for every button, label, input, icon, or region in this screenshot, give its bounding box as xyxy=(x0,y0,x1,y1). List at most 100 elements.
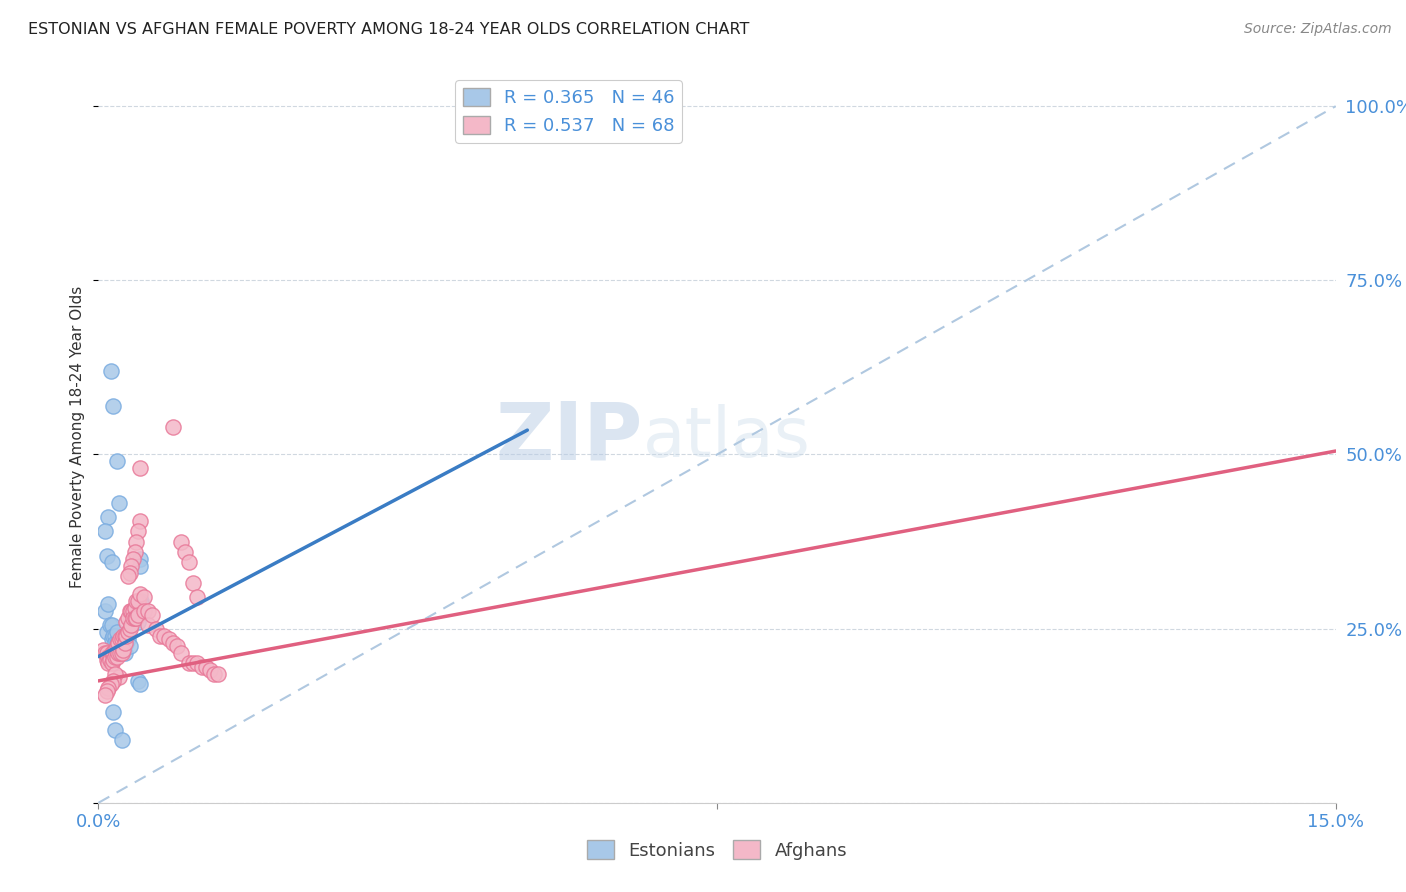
Point xyxy=(114,646,136,660)
Point xyxy=(136,618,159,632)
Point xyxy=(94,524,117,538)
Text: atlas: atlas xyxy=(643,403,811,471)
Point xyxy=(112,639,135,653)
Point xyxy=(207,667,229,681)
Point xyxy=(114,635,136,649)
Point xyxy=(94,646,117,660)
Point xyxy=(157,632,180,646)
Point xyxy=(124,611,146,625)
Point xyxy=(98,649,121,664)
Point xyxy=(181,657,204,671)
Point xyxy=(104,723,127,737)
Point xyxy=(128,514,150,528)
Text: Source: ZipAtlas.com: Source: ZipAtlas.com xyxy=(1244,22,1392,37)
Point xyxy=(103,629,125,643)
Point xyxy=(125,594,148,608)
Point xyxy=(166,639,188,653)
Point xyxy=(186,657,208,671)
Point xyxy=(104,629,127,643)
Point xyxy=(149,629,172,643)
Point xyxy=(103,705,125,719)
Point xyxy=(125,611,148,625)
Point xyxy=(100,677,122,691)
Point xyxy=(107,635,129,649)
Point xyxy=(179,657,201,671)
Point xyxy=(124,545,146,559)
Point xyxy=(114,629,136,643)
Point xyxy=(120,615,142,629)
Point xyxy=(110,646,132,660)
Point xyxy=(162,635,184,649)
Point xyxy=(117,625,139,640)
Point xyxy=(97,649,120,664)
Point xyxy=(136,604,159,618)
Point xyxy=(115,615,138,629)
Point xyxy=(117,569,139,583)
Point xyxy=(127,607,149,622)
Point xyxy=(118,604,141,618)
Point xyxy=(114,629,136,643)
Point xyxy=(132,604,155,618)
Point xyxy=(112,642,135,657)
Point xyxy=(107,646,129,660)
Point xyxy=(170,646,193,660)
Point xyxy=(96,549,118,563)
Y-axis label: Female Poverty Among 18-24 Year Olds: Female Poverty Among 18-24 Year Olds xyxy=(70,286,86,588)
Point xyxy=(131,594,153,608)
Point xyxy=(128,461,150,475)
Point xyxy=(105,649,128,664)
Point xyxy=(110,639,132,653)
Point xyxy=(100,618,122,632)
Point xyxy=(94,604,117,618)
Point xyxy=(125,534,148,549)
Point xyxy=(107,635,129,649)
Point xyxy=(117,611,139,625)
Point xyxy=(104,667,127,681)
Point xyxy=(145,622,167,636)
Text: ZIP: ZIP xyxy=(495,398,643,476)
Point xyxy=(108,670,131,684)
Point xyxy=(117,632,139,646)
Point xyxy=(190,660,212,674)
Point xyxy=(128,677,150,691)
Point xyxy=(162,419,184,434)
Point xyxy=(153,629,176,643)
Point xyxy=(120,558,142,573)
Point xyxy=(122,611,145,625)
Point xyxy=(98,618,121,632)
Point xyxy=(97,597,120,611)
Point xyxy=(174,545,197,559)
Point xyxy=(110,632,132,646)
Point xyxy=(124,600,146,615)
Point xyxy=(118,566,141,580)
Point xyxy=(96,646,118,660)
Point xyxy=(100,364,122,378)
Point xyxy=(115,635,138,649)
Point xyxy=(128,558,150,573)
Point xyxy=(108,496,131,510)
Point xyxy=(122,552,145,566)
Point xyxy=(104,635,127,649)
Point xyxy=(127,673,149,688)
Point xyxy=(118,622,141,636)
Point xyxy=(105,635,128,649)
Point xyxy=(94,688,117,702)
Point xyxy=(105,454,128,468)
Point xyxy=(112,642,135,657)
Point xyxy=(97,657,120,671)
Point xyxy=(202,667,225,681)
Point xyxy=(122,607,145,622)
Point xyxy=(179,556,201,570)
Point xyxy=(103,646,125,660)
Point xyxy=(104,649,127,664)
Point xyxy=(108,632,131,646)
Point xyxy=(120,604,142,618)
Point xyxy=(127,615,149,629)
Point xyxy=(118,639,141,653)
Point xyxy=(100,556,122,570)
Point xyxy=(141,607,163,622)
Point xyxy=(96,684,118,698)
Point xyxy=(127,524,149,538)
Point xyxy=(104,642,127,657)
Legend: Estonians, Afghans: Estonians, Afghans xyxy=(579,833,855,867)
